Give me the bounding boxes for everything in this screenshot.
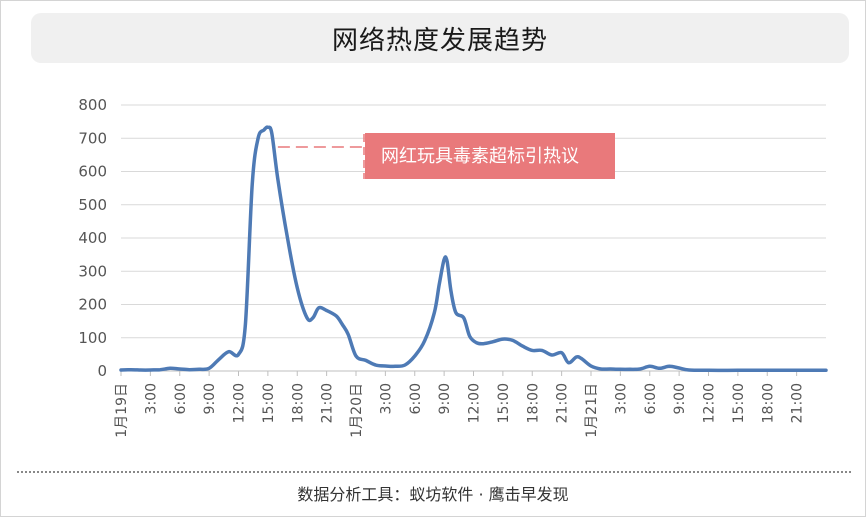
x-tick-label: 12:00 [467, 383, 483, 423]
x-tick-label: 18:00 [760, 383, 776, 423]
x-tick-label: 9:00 [672, 383, 688, 414]
chart-title-bar: 网络热度发展趋势 [31, 13, 849, 63]
y-tick-label: 500 [78, 196, 107, 214]
x-tick-label: 6:00 [643, 383, 659, 414]
x-tick-label: 1月19日 [114, 383, 130, 438]
x-tick-label: 15:00 [731, 383, 747, 423]
x-tick-label: 9:00 [437, 383, 453, 414]
y-tick-label: 600 [78, 163, 107, 181]
x-tick-label: 6:00 [408, 383, 424, 414]
chart-title: 网络热度发展趋势 [331, 25, 548, 56]
x-tick-label: 1月20日 [349, 383, 365, 438]
x-tick-label: 12:00 [702, 383, 718, 423]
x-tick-label: 15:00 [261, 383, 277, 423]
x-tick-label: 3:00 [378, 383, 394, 414]
y-tick-label: 300 [78, 262, 107, 280]
x-tick-label: 3:00 [143, 383, 159, 414]
y-tick-label: 0 [97, 362, 107, 380]
x-tick-label: 3:00 [613, 383, 629, 414]
y-tick-label: 700 [78, 129, 107, 147]
footer-divider [17, 471, 851, 473]
annotation-box [365, 133, 615, 179]
x-tick-label: 21:00 [555, 383, 571, 423]
line-chart: 0 100 200 300 400 500 600 700 800 1月19日 3:00 6:00 9:… [78, 96, 828, 438]
x-tick-label: 18:00 [525, 383, 541, 423]
y-tick-label: 100 [78, 329, 107, 347]
x-tick-label: 21:00 [790, 383, 806, 423]
x-tick-label: 21:00 [320, 383, 336, 423]
x-tick-label: 12:00 [232, 383, 248, 423]
x-tick-label: 15:00 [496, 383, 512, 423]
y-tick-label: 800 [78, 96, 107, 114]
series-line [119, 125, 828, 373]
x-tick-label: 9:00 [202, 383, 218, 414]
footer-credit: 数据分析工具：蚁坊软件 · 鹰击早发现 [297, 485, 569, 504]
annotation-label: 网红玩具毒素超标引热议 [381, 146, 579, 167]
x-tick-label: 6:00 [173, 383, 189, 414]
y-tick-label: 400 [78, 229, 107, 247]
x-tick-label: 1月21日 [584, 383, 600, 438]
x-tick-label: 18:00 [290, 383, 306, 423]
y-tick-label: 200 [78, 296, 107, 314]
